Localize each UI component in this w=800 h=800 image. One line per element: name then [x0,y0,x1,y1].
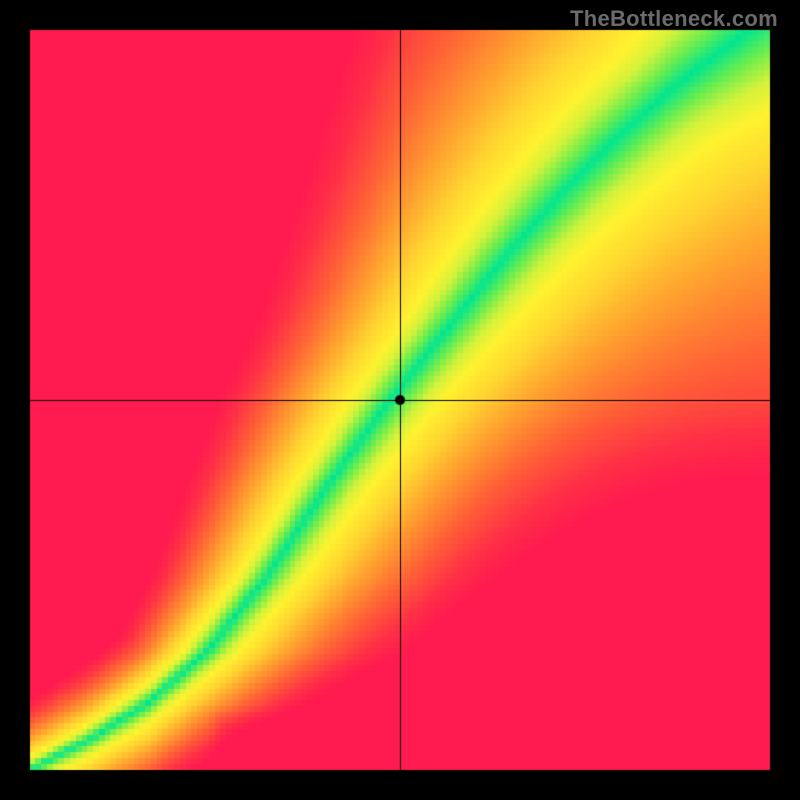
watermark-text: TheBottleneck.com [570,6,778,32]
heatmap-canvas [0,0,800,800]
